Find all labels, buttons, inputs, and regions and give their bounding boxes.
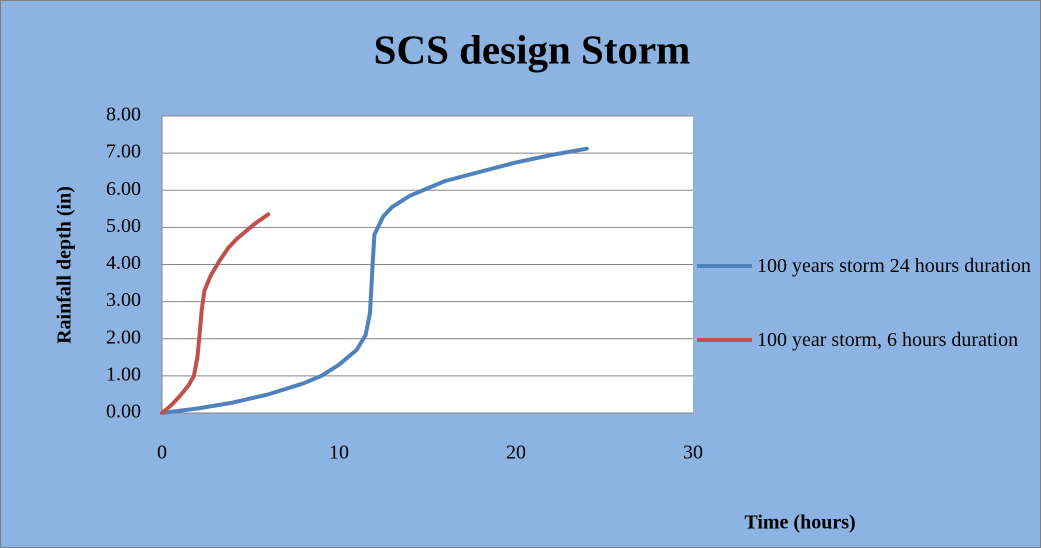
x-tick-label: 20: [506, 442, 526, 464]
y-axis-label: Rainfall depth (in): [54, 186, 76, 344]
x-axis-label: Time (hours): [744, 512, 855, 534]
y-tick-label: 8.00: [106, 104, 141, 126]
legend-label: 100 year storm, 6 hours duration: [757, 329, 1019, 351]
data-line: [160, 212, 271, 415]
y-tick-label: 6.00: [106, 178, 141, 200]
y-tick-label: 3.00: [106, 289, 141, 311]
y-tick-label: 0.00: [106, 401, 141, 423]
legend-label: 100 years storm 24 hours duration: [757, 255, 1031, 277]
y-tick-label: 5.00: [106, 215, 141, 237]
data-line: [160, 146, 589, 415]
y-tick-label: 7.00: [106, 141, 141, 163]
y-tick-label: 4.00: [106, 252, 141, 274]
x-tick-label: 30: [683, 442, 703, 464]
y-tick-label: 1.00: [106, 363, 141, 385]
x-tick-label: 10: [329, 442, 349, 464]
x-tick-label: 0: [157, 442, 167, 464]
chart-title: SCS design Storm: [374, 26, 691, 72]
y-tick-label: 2.00: [106, 326, 141, 348]
